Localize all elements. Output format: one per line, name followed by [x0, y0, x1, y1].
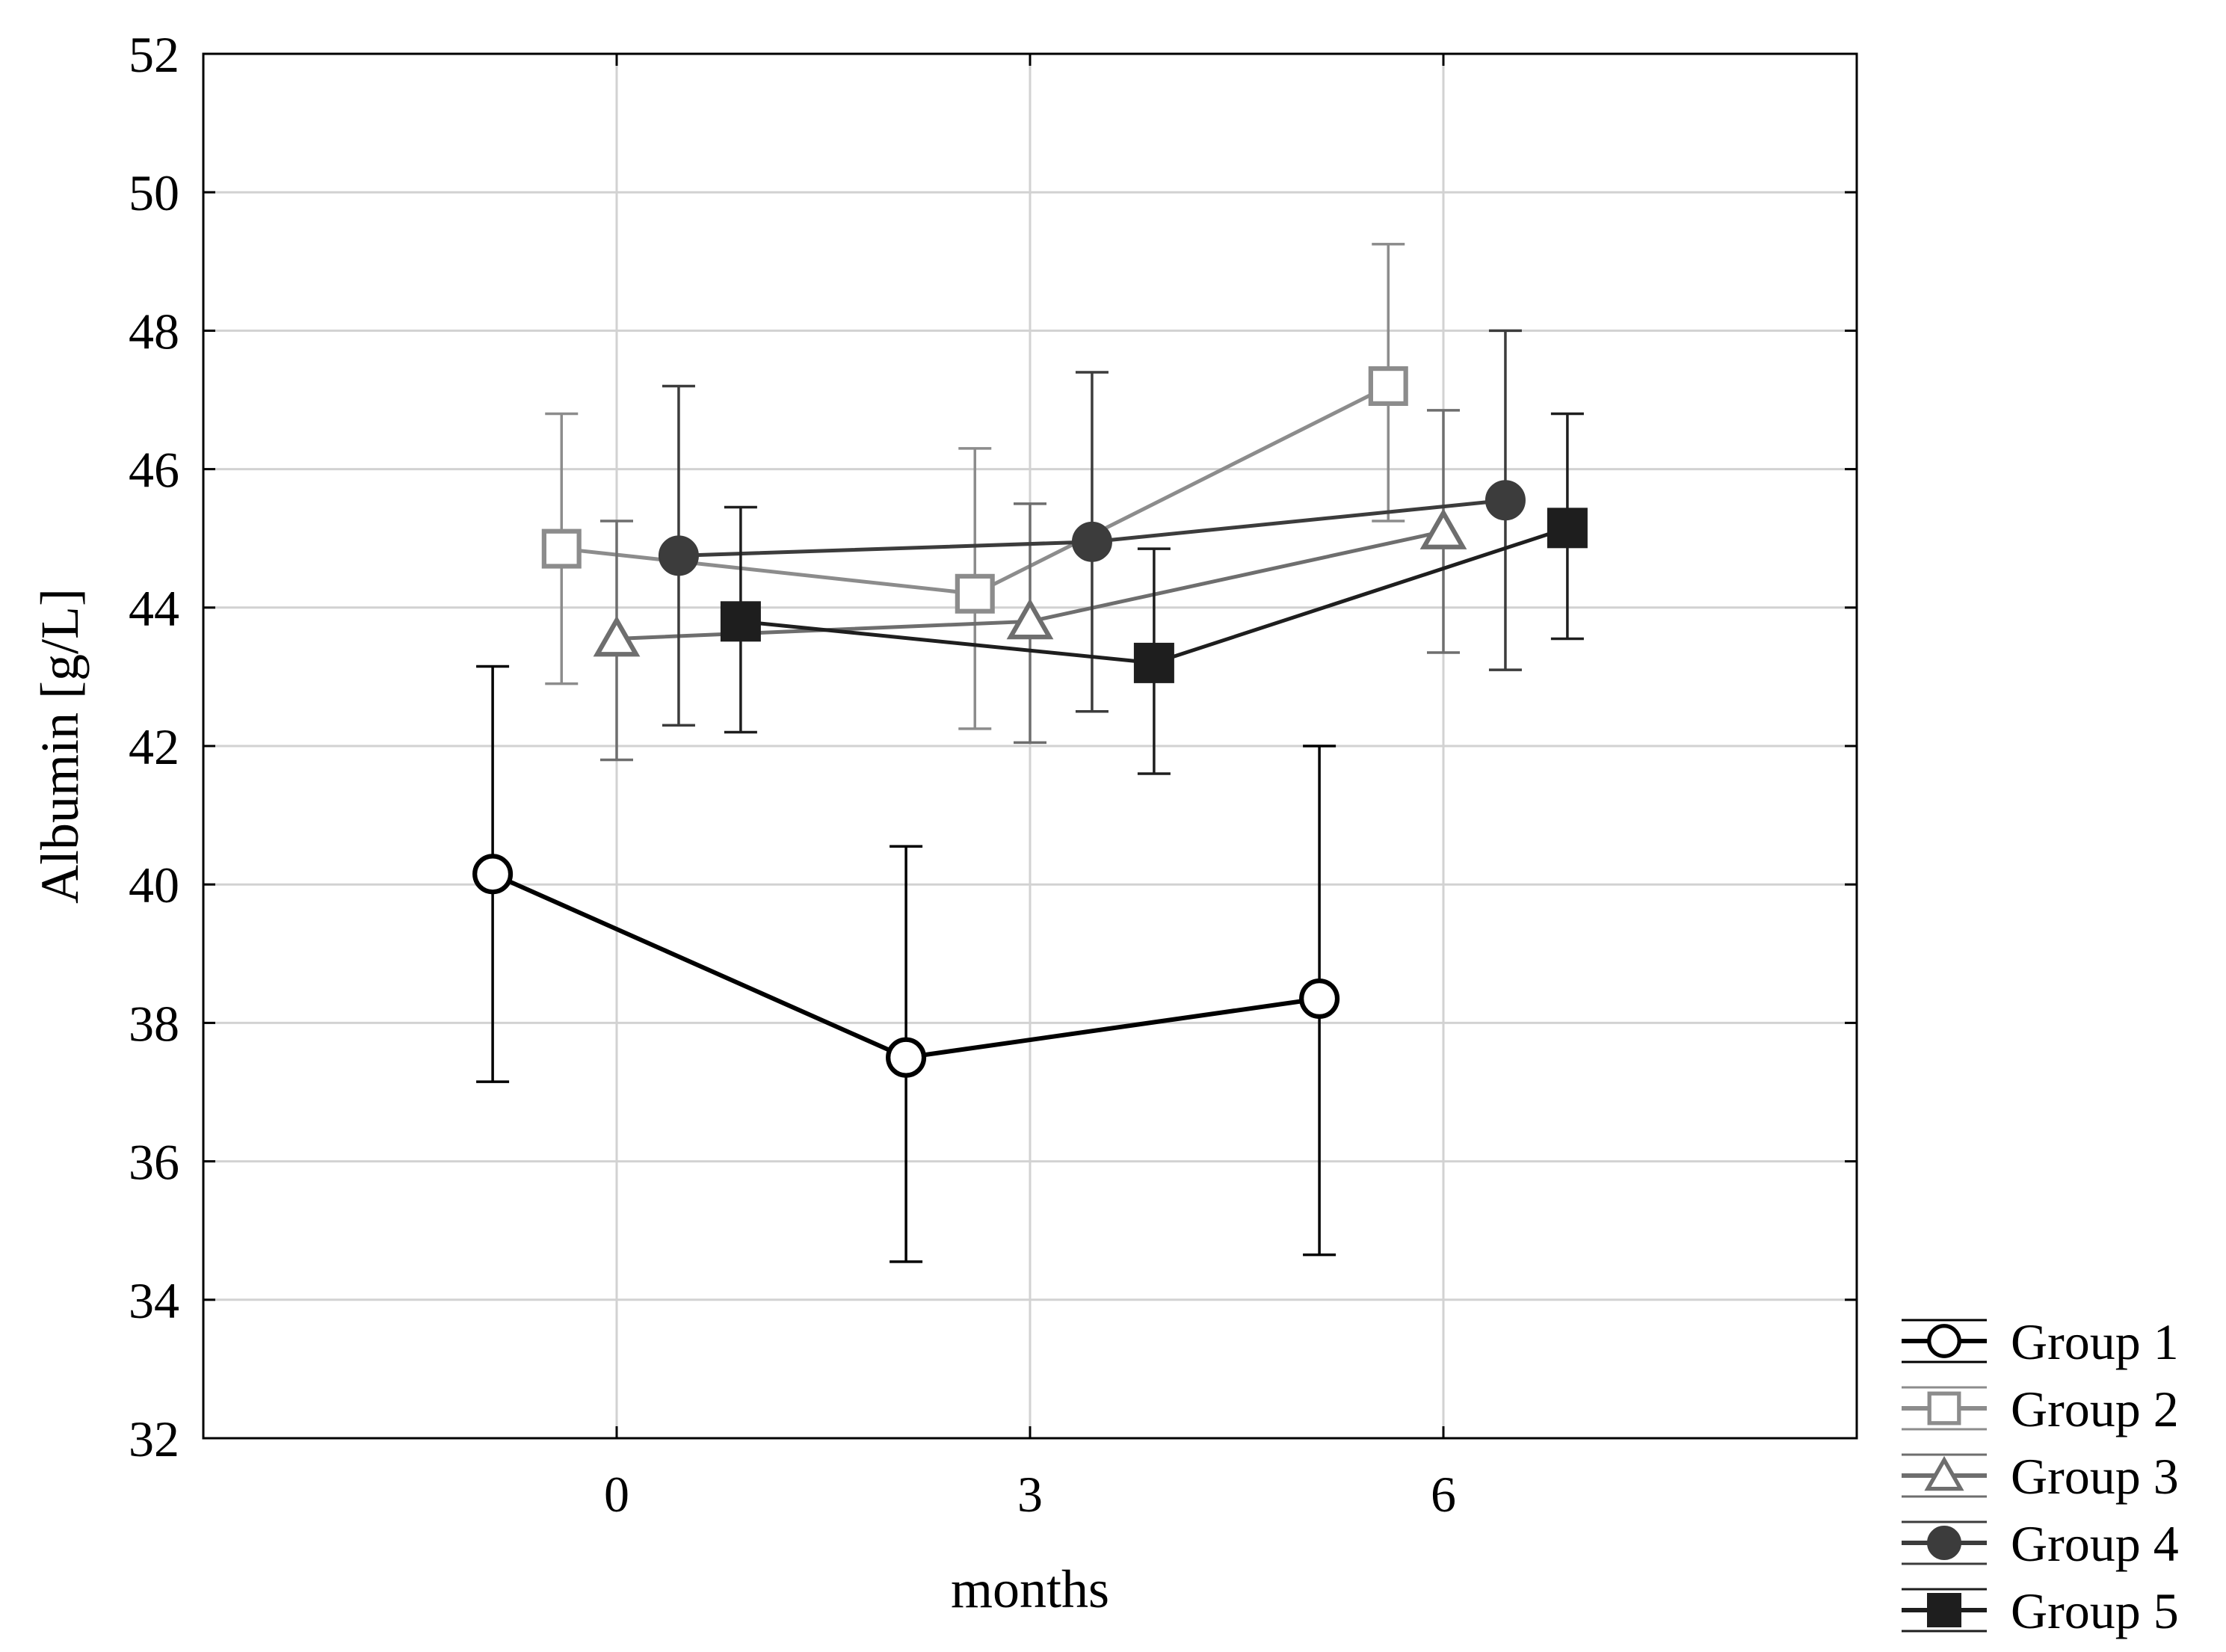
- legend-marker: [1927, 1593, 1961, 1627]
- y-tick-label: 42: [129, 718, 179, 775]
- x-axis-title: months: [951, 1559, 1109, 1619]
- y-tick-label: 34: [129, 1272, 179, 1329]
- y-tick-label: 32: [129, 1411, 179, 1467]
- y-axis-title: Albumin [g/L]: [30, 588, 90, 904]
- x-tick-label: 6: [1431, 1466, 1456, 1523]
- y-tick-label: 50: [129, 164, 179, 221]
- y-tick-label: 40: [129, 857, 179, 913]
- data-point: [1484, 480, 1526, 521]
- data-point: [1006, 598, 1054, 640]
- y-tick-label: 36: [129, 1134, 179, 1191]
- y-tick-label: 46: [129, 442, 179, 499]
- legend-label: Group 3: [2011, 1448, 2179, 1505]
- legend-item-3: Group 3: [1902, 1448, 2179, 1505]
- y-tick-label: 52: [129, 26, 179, 83]
- data-point: [1071, 521, 1112, 562]
- legend-marker: [1927, 1526, 1961, 1560]
- data-point: [720, 601, 761, 642]
- data-point: [658, 535, 699, 576]
- series-group-1: [472, 665, 1340, 1263]
- data-point: [1299, 978, 1340, 1020]
- data-point: [955, 573, 995, 614]
- data-point: [1133, 642, 1174, 683]
- legend: Group 1 Group 2 Group 3 Group 4 Group 5: [1902, 1313, 2179, 1639]
- legend-label: Group 2: [2011, 1381, 2179, 1437]
- data-point: [472, 854, 514, 895]
- y-tick-label: 38: [129, 995, 179, 1052]
- legend-label: Group 1: [2011, 1313, 2179, 1370]
- legend-label: Group 5: [2011, 1582, 2179, 1639]
- data-point: [593, 615, 641, 657]
- series-group-4: [658, 329, 1526, 727]
- legend-marker: [1927, 1324, 1961, 1358]
- legend-item-4: Group 4: [1902, 1515, 2179, 1572]
- series-layer: [472, 242, 1588, 1263]
- data-point: [1547, 508, 1588, 549]
- legend-item-1: Group 1: [1902, 1313, 2179, 1370]
- y-tick-label: 44: [129, 580, 179, 637]
- y-tick-label: 48: [129, 303, 179, 360]
- legend-item-5: Group 5: [1902, 1582, 2179, 1639]
- legend-marker: [1927, 1391, 1961, 1426]
- data-point: [1368, 366, 1408, 406]
- legend-marker: [1924, 1455, 1964, 1491]
- legend-item-2: Group 2: [1902, 1381, 2179, 1437]
- data-point: [886, 1037, 927, 1078]
- data-point: [1419, 508, 1467, 549]
- series-group-5: [720, 412, 1588, 775]
- series-group-2: [541, 242, 1408, 730]
- legend-label: Group 4: [2011, 1515, 2179, 1572]
- x-tick-label: 3: [1017, 1466, 1043, 1523]
- x-tick-label: 0: [604, 1466, 629, 1523]
- data-point: [541, 528, 582, 569]
